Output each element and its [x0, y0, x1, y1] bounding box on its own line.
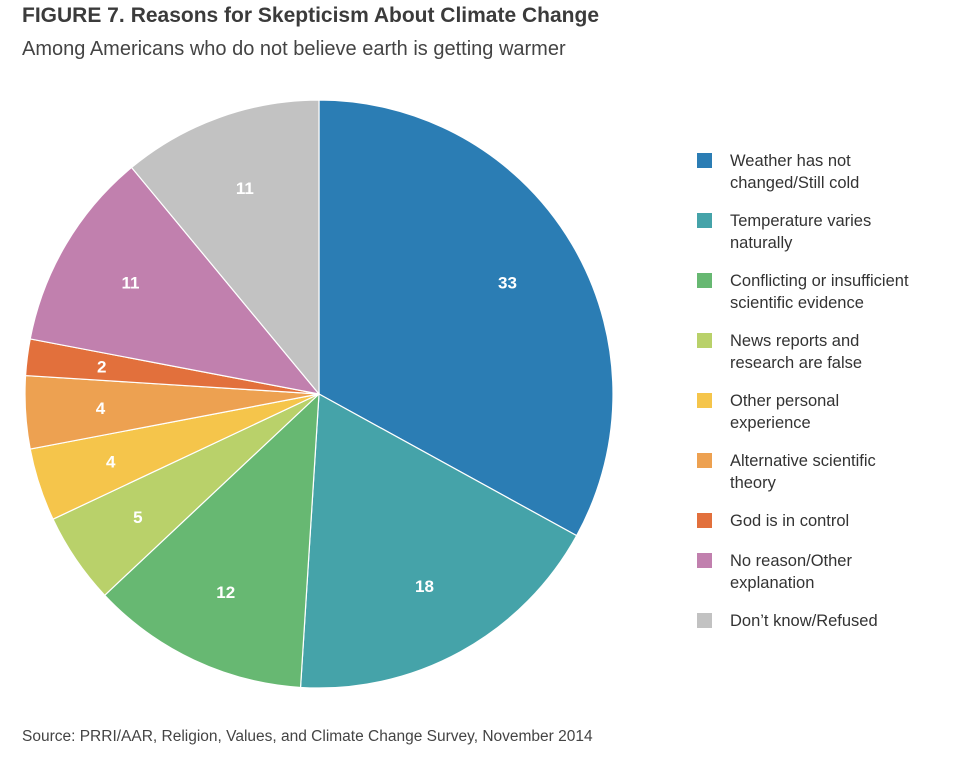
data-label-conflicting-or-insufficient-scientific-evidence: 12	[216, 583, 235, 602]
legend-label: Temperature varies naturally	[730, 212, 872, 252]
legend-item-alternative-scientific-theory: Alternative scientific theory	[697, 450, 945, 494]
legend-label: God is in control	[730, 512, 850, 530]
legend-item-god-is-in-control: God is in control	[697, 510, 945, 532]
legend-swatch	[697, 333, 712, 348]
legend-swatch	[697, 273, 712, 288]
legend-label: No reason/Other explanation	[730, 552, 852, 592]
data-label-god-is-in-control: 2	[97, 358, 106, 377]
legend-label: Other personal experience	[730, 392, 840, 432]
data-label-weather-has-not-changed-still-cold: 33	[498, 274, 517, 293]
data-label-news-reports-and-research-are-false: 5	[133, 508, 142, 527]
chart-title-row: FIGURE 7. Reasons for Skepticism About Cl…	[22, 4, 599, 28]
data-label-temperature-varies-naturally: 18	[415, 577, 434, 596]
legend-label: Don’t know/Refused	[730, 612, 878, 630]
legend-item-conflicting-or-insufficient-scientific-evidence: Conflicting or insufficient scientific ev…	[697, 270, 945, 314]
legend-swatch	[697, 153, 712, 168]
figure-label: FIGURE 7.	[22, 4, 125, 27]
pie-chart: 33 18 12 5 4 4 2 11 11	[24, 99, 614, 689]
legend-swatch	[697, 513, 712, 528]
legend-label: Conflicting or insufficient scientific ev…	[730, 272, 909, 312]
pie-slice-temperature-varies-naturally	[299, 393, 578, 689]
data-label-don-t-know-refused: 11	[236, 179, 254, 198]
legend-swatch	[697, 393, 712, 408]
data-label-other-personal-experience: 4	[106, 453, 116, 472]
legend-item-other-personal-experience: Other personal experience	[697, 390, 945, 434]
chart-title: Reasons for Skepticism About Climate Cha…	[130, 4, 600, 27]
legend-swatch	[697, 553, 712, 568]
data-label-alternative-scientific-theory: 4	[96, 399, 106, 418]
pie-slice-don-t-know-refused	[130, 99, 320, 396]
legend-item-weather-has-not-changed-still-cold: Weather has not changed/Still cold	[697, 150, 945, 194]
legend-swatch	[697, 613, 712, 628]
legend-item-temperature-varies-naturally: Temperature varies naturally	[697, 210, 945, 254]
legend-label: News reports and research are false	[730, 332, 863, 372]
legend-item-news-reports-and-research-are-false: News reports and research are false	[697, 330, 945, 374]
pie-slice-weather-has-not-changed-still-cold	[318, 99, 614, 537]
pie-slice-no-reason-other-explanation	[29, 166, 321, 395]
chart-subtitle: Among Americans who do not believe earth…	[22, 38, 566, 60]
source-note: Source: PRRI/AAR, Religion, Values, and …	[22, 728, 593, 745]
legend-item-don-t-know-refused: Don’t know/Refused	[697, 610, 945, 632]
legend-item-no-reason-other-explanation: No reason/Other explanation	[697, 550, 945, 594]
legend-swatch	[697, 213, 712, 228]
legend-label: Alternative scientific theory	[730, 452, 876, 492]
data-label-no-reason-other-explanation: 11	[122, 274, 140, 293]
pie-slice-conflicting-or-insufficient-scientific-evidence	[103, 392, 320, 689]
legend-label: Weather has not changed/Still cold	[730, 152, 860, 192]
legend-swatch	[697, 453, 712, 468]
